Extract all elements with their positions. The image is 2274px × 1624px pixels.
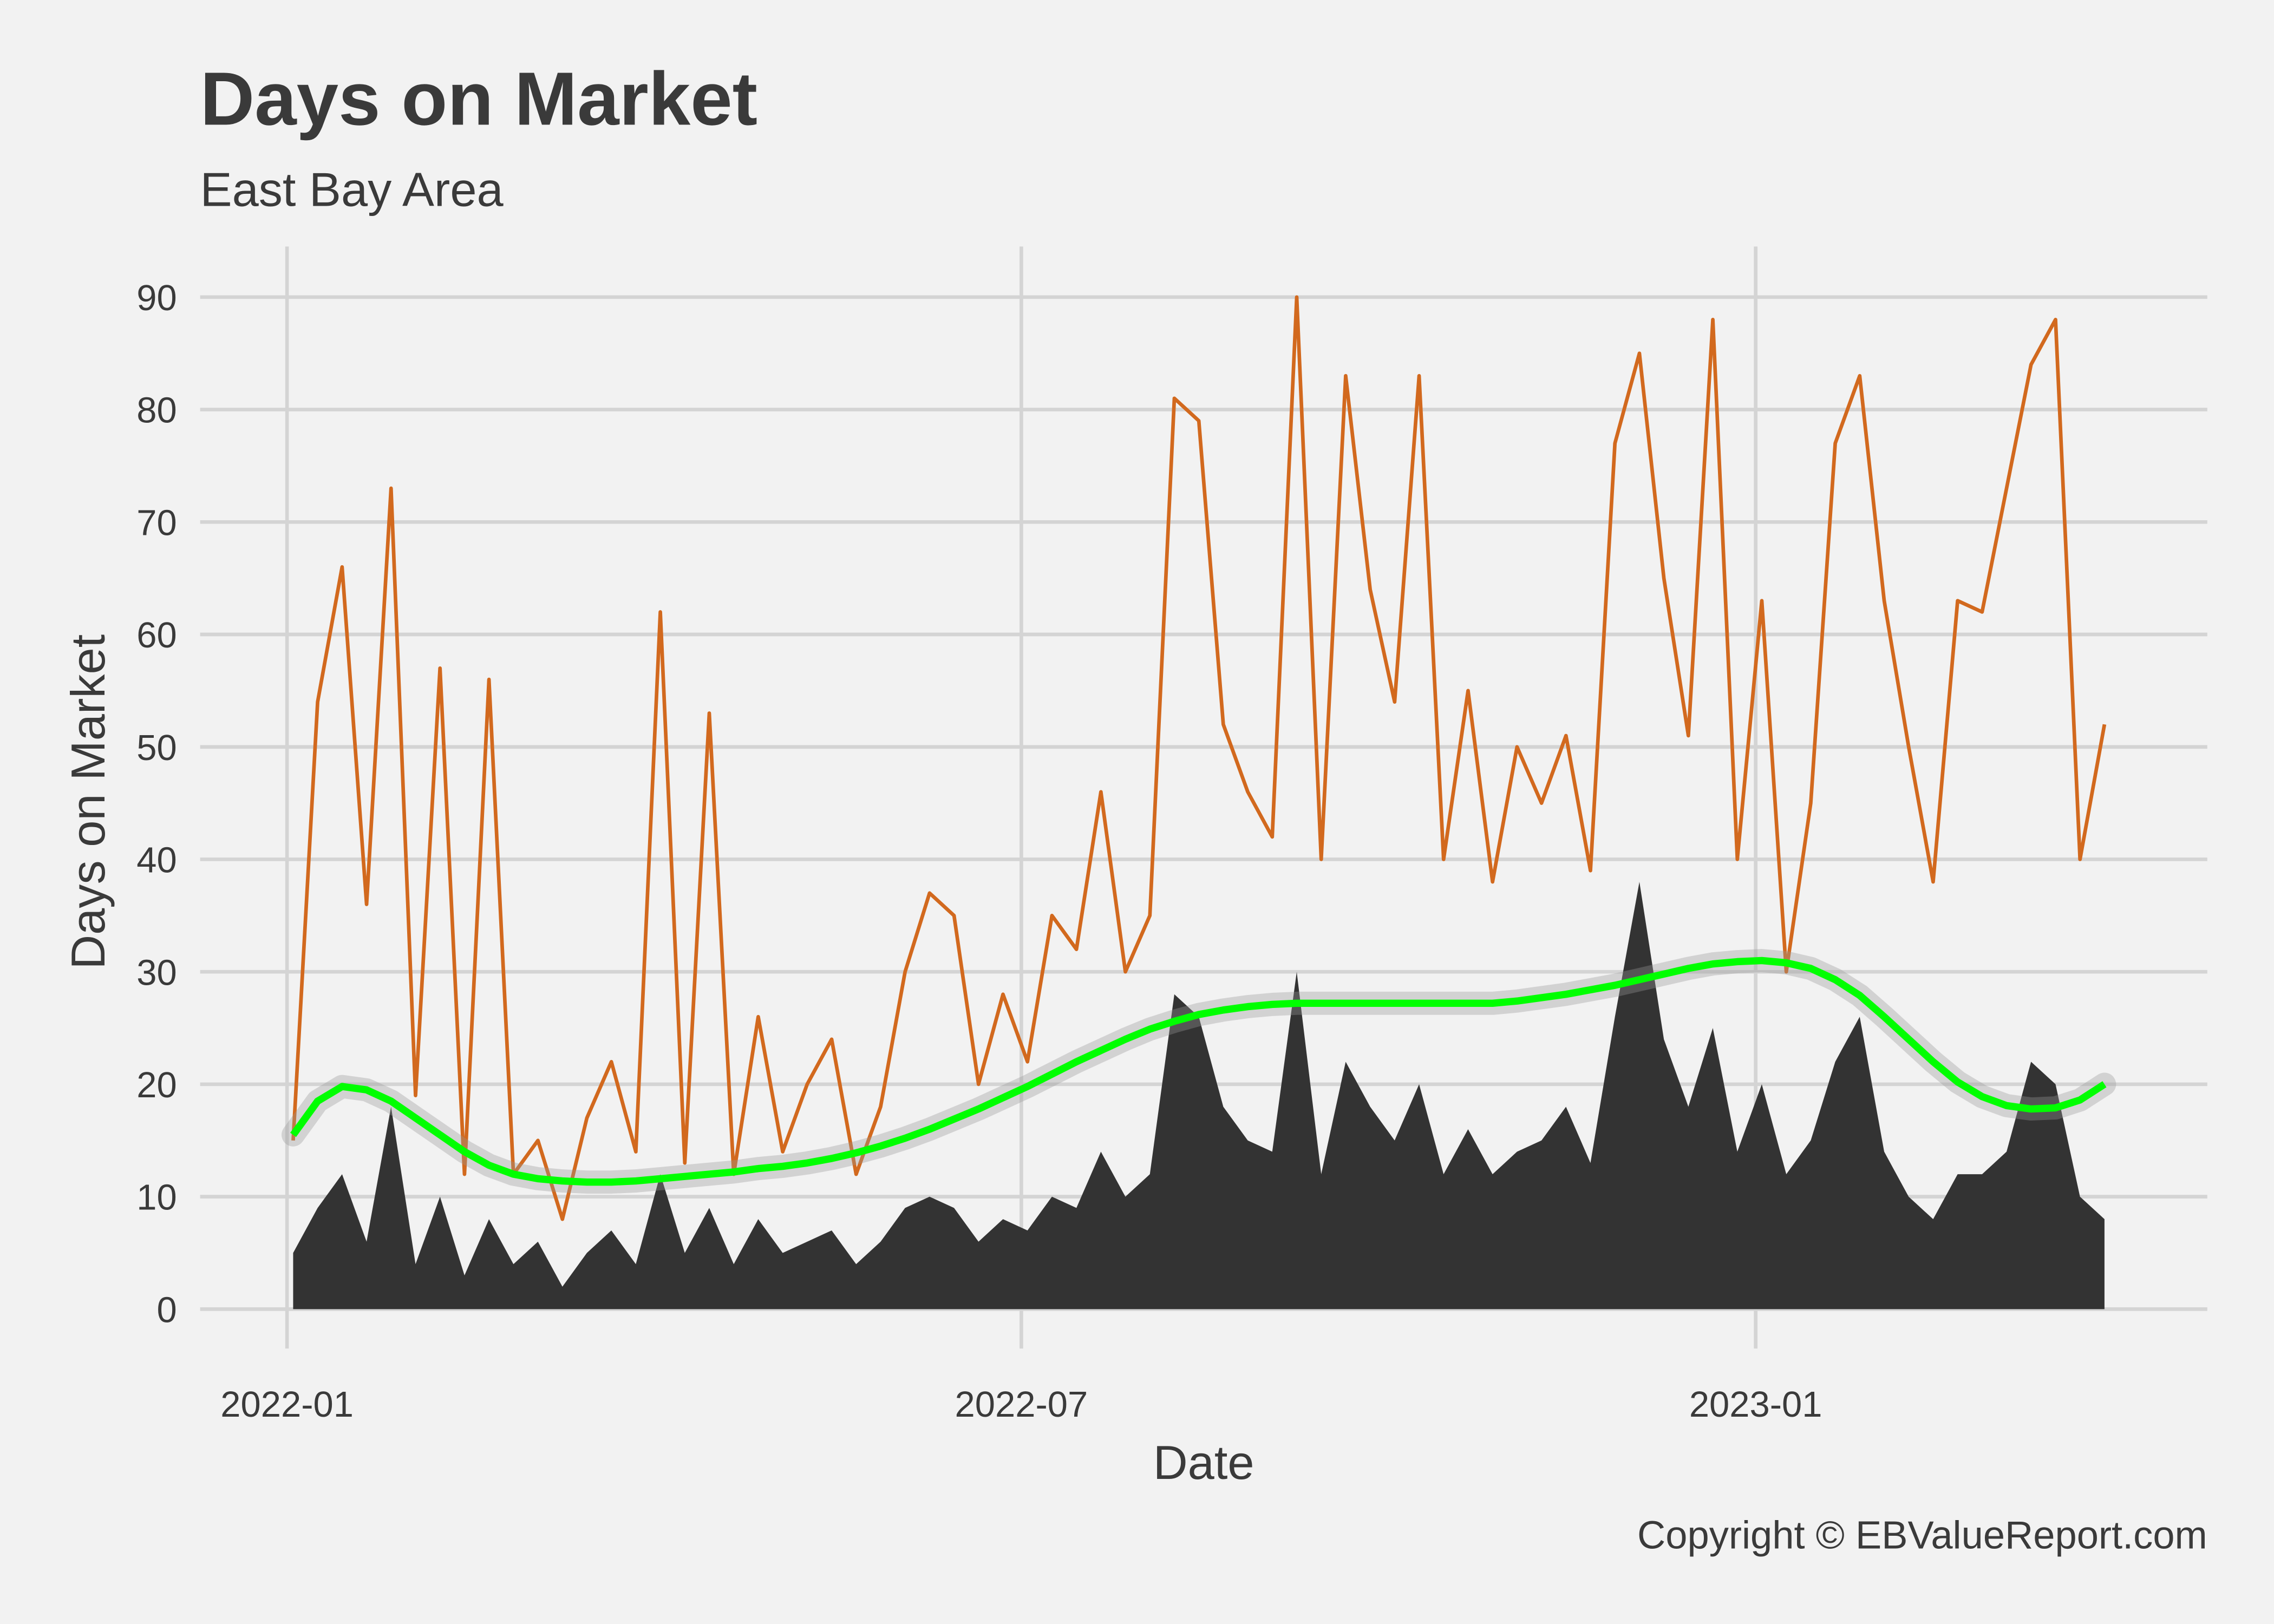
y-tick-label: 70 — [136, 502, 177, 543]
x-tick-label: 2022-01 — [220, 1384, 354, 1425]
y-tick-label: 0 — [157, 1289, 177, 1330]
y-tick-label: 60 — [136, 615, 177, 656]
smooth-line — [290, 957, 2107, 1186]
y-tick-label: 10 — [136, 1177, 177, 1218]
x-tick-label: 2022-07 — [955, 1384, 1088, 1425]
y-tick-label: 80 — [136, 390, 177, 431]
chart-title: Days on Market — [200, 56, 757, 141]
y-axis-label: Days on Market — [61, 634, 115, 970]
line — [291, 295, 2107, 1221]
y-tick-label: 30 — [136, 952, 177, 993]
y-tick-label: 50 — [136, 728, 177, 768]
y-tick-label: 90 — [136, 278, 177, 318]
x-tick-label: 2023-01 — [1689, 1384, 1822, 1425]
y-tick-label: 20 — [136, 1065, 177, 1105]
plot-area — [282, 295, 2116, 1309]
chart-subtitle: East Bay Area — [200, 162, 504, 216]
y-tick-label: 40 — [136, 840, 177, 881]
x-axis-label: Date — [1153, 1436, 1254, 1489]
area — [293, 882, 2105, 1309]
caption: Copyright © EBValueReport.com — [1637, 1514, 2207, 1557]
